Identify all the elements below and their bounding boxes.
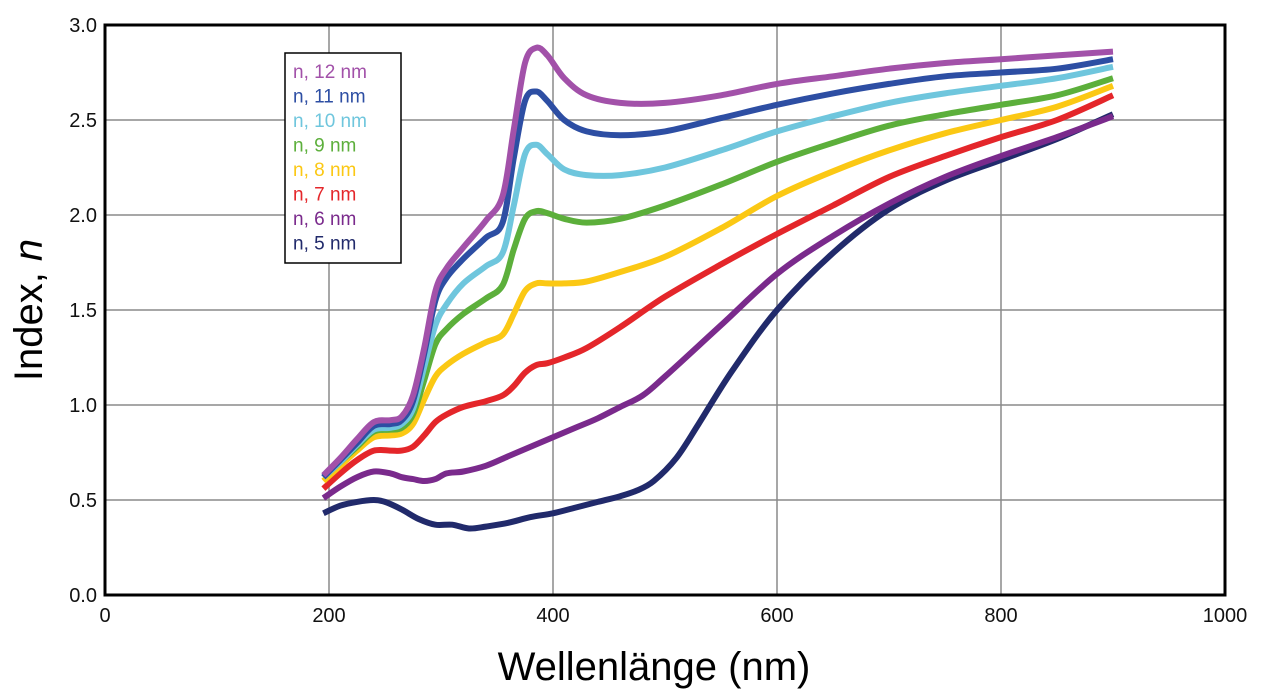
legend-entry-n-5-nm: n, 5 nm	[293, 234, 356, 255]
legend-entry-n-7-nm: n, 7 nm	[293, 185, 356, 206]
legend-entry-n-12-nm: n, 12 nm	[293, 62, 367, 83]
series-line-n-6-nm	[321, 113, 1115, 501]
legend-entry-n-11-nm: n, 11 nm	[293, 87, 366, 108]
y-tick-label: 0.5	[69, 490, 97, 512]
y-tick-label: 2.0	[69, 205, 97, 227]
y-axis-label: Index, n	[7, 239, 51, 381]
series-line-n-5-nm	[322, 111, 1115, 532]
series-line-n-9-nm	[321, 75, 1114, 480]
x-axis-label: Wellenlänge (nm)	[498, 645, 811, 689]
x-tick-labels: 0 200 400 600 800 1000	[99, 605, 1247, 627]
plot-frame	[103, 23, 1227, 597]
y-tick-label: 1.0	[69, 395, 97, 417]
x-tick-label: 0	[99, 605, 110, 627]
legend-box	[284, 52, 402, 264]
legend-entry-n-8-nm: n, 8 nm	[293, 160, 356, 181]
y-tick-label: 3.0	[69, 15, 97, 37]
series-line-n-12-nm	[321, 44, 1114, 478]
y-tick-label: 0.0	[69, 585, 97, 607]
x-tick-label: 800	[984, 605, 1017, 627]
legend: n, 12 nm n, 11 nm n, 10 nm n, 9 nm n, 8 nm n,…	[284, 52, 402, 264]
legend-entry-n-10-nm: n, 10 nm	[293, 111, 367, 132]
series-line-n-7-nm	[321, 92, 1115, 491]
y-tick-label: 1.5	[69, 300, 97, 322]
series-layer	[321, 44, 1115, 532]
legend-entry-n-9-nm: n, 9 nm	[293, 136, 356, 157]
x-tick-label: 600	[760, 605, 793, 627]
y-tick-label: 2.5	[69, 110, 97, 132]
series-line-n-8-nm	[321, 82, 1115, 484]
x-tick-label: 400	[536, 605, 569, 627]
series-line-n-10-nm	[321, 63, 1114, 480]
y-tick-labels: 0.0 0.5 1.0 1.5 2.0 2.5 3.0	[69, 15, 97, 607]
y-axis-label-variable: n	[7, 239, 51, 261]
legend-entry-n-6-nm: n, 6 nm	[293, 209, 356, 230]
y-axis-label-main: Index,	[7, 261, 51, 381]
x-tick-label: 1000	[1203, 605, 1248, 627]
x-tick-label: 200	[312, 605, 345, 627]
series-line-n-11-nm	[321, 56, 1114, 480]
